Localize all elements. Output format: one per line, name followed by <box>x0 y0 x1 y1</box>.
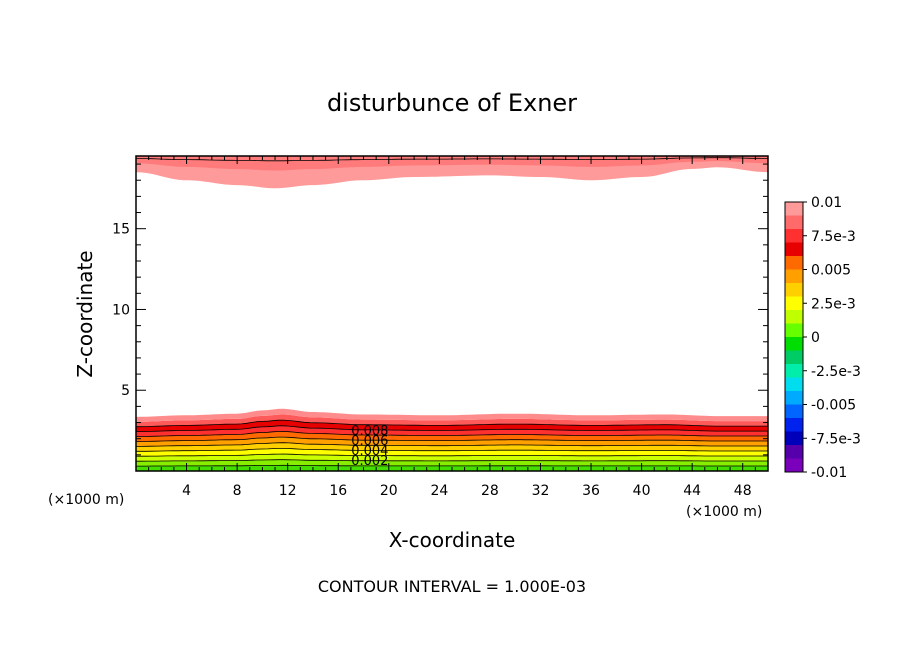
bottom-band-layer <box>136 459 768 467</box>
colorbar-swatch <box>785 256 803 270</box>
contour-value-label: 0.006 <box>351 434 388 449</box>
contour-line <box>136 425 768 432</box>
colorbar-swatch <box>785 337 803 351</box>
bottom-band-layer <box>136 431 768 442</box>
colorbar-label: -0.01 <box>811 465 847 481</box>
y-axis-ticks: 5 10 15 <box>112 163 768 456</box>
colorbar-swatch <box>785 229 803 243</box>
x-tick-label: 44 <box>683 483 701 499</box>
x-tick-label: 16 <box>329 483 347 499</box>
x-unit-label-right: (×1000 m) <box>686 504 762 520</box>
colorbar-label: -7.5e-3 <box>811 431 861 447</box>
contour-interval-note: CONTOUR INTERVAL = 1.000E-03 <box>318 577 586 596</box>
contour-line <box>136 464 768 467</box>
colorbar-label: -0.005 <box>811 398 856 414</box>
colorbar-swatch <box>785 364 803 378</box>
x-tick-label: 28 <box>481 483 499 499</box>
bottom-band-layer <box>136 442 768 452</box>
contour-lines <box>136 157 768 467</box>
colorbar-swatch <box>785 296 803 311</box>
colorbar-swatch <box>785 242 803 257</box>
x-tick-label: 4 <box>182 483 191 499</box>
colorbar-swatch <box>785 323 803 338</box>
x-tick-label: 48 <box>734 483 752 499</box>
colorbar-label: 7.5e-3 <box>811 229 856 245</box>
x-tick-label: 40 <box>633 483 651 499</box>
colorbar-swatch <box>785 283 803 297</box>
colorbar-label: 0.01 <box>811 195 842 211</box>
colorbar-swatch <box>785 310 803 324</box>
x-axis-ticks: 4 8 12 16 20 24 28 32 36 40 44 48 <box>148 156 756 499</box>
colorbar-swatch <box>785 377 803 392</box>
y-tick-label: 15 <box>112 222 130 238</box>
bottom-band-layer <box>136 420 768 432</box>
y-tick-label: 10 <box>112 302 130 318</box>
colorbar-swatch <box>785 350 803 365</box>
colorbar-label: -2.5e-3 <box>811 364 861 380</box>
colorbar-swatch <box>785 418 803 432</box>
colorbar-swatch <box>785 431 803 446</box>
contour-line <box>136 442 768 447</box>
colorbar-swatch <box>785 391 803 405</box>
bottom-band-layer <box>136 414 768 427</box>
x-tick-label: 8 <box>233 483 242 499</box>
contour-value-label: 0.002 <box>351 454 388 469</box>
contour-line <box>136 448 768 452</box>
contour-line <box>136 453 768 457</box>
x-tick-label: 36 <box>582 483 600 499</box>
contour-line <box>136 459 768 462</box>
bottom-band-layer <box>136 437 768 447</box>
colorbar-swatch <box>785 445 803 459</box>
x-tick-label: 32 <box>532 483 550 499</box>
colorbar-swatch <box>785 215 803 230</box>
contour-line <box>136 436 768 442</box>
x-unit-label-left: (×1000 m) <box>48 492 124 508</box>
y-tick-label: 5 <box>121 383 130 399</box>
colorbar-swatch <box>785 269 803 284</box>
colorbar-label: 0 <box>811 330 820 346</box>
colorbar-swatch <box>785 404 803 419</box>
colorbar-swatch <box>785 458 803 473</box>
contour-line <box>136 419 768 428</box>
contour-line <box>136 430 768 437</box>
y-axis-label: Z-coordinate <box>73 250 97 377</box>
x-tick-label: 20 <box>380 483 398 499</box>
colorbar-label: 2.5e-3 <box>811 296 856 312</box>
contour-value-label: 0.008 <box>351 424 388 439</box>
plot-fills <box>136 156 768 471</box>
colorbar: 0.01 7.5e-3 0.005 2.5e-3 0 -2.5e-3 -0.005 -7.5e… <box>784 195 861 481</box>
contour-value-label: 0.004 <box>351 444 388 459</box>
x-tick-label: 12 <box>279 483 297 499</box>
bottom-band-layer <box>136 425 768 437</box>
x-tick-label: 24 <box>430 483 448 499</box>
bottom-band-layer <box>136 408 768 422</box>
colorbar-swatch <box>785 202 803 216</box>
chart-title: disturbunce of Exner <box>327 89 577 117</box>
x-axis-label: X-coordinate <box>389 528 516 552</box>
colorbar-label: 0.005 <box>811 263 851 279</box>
